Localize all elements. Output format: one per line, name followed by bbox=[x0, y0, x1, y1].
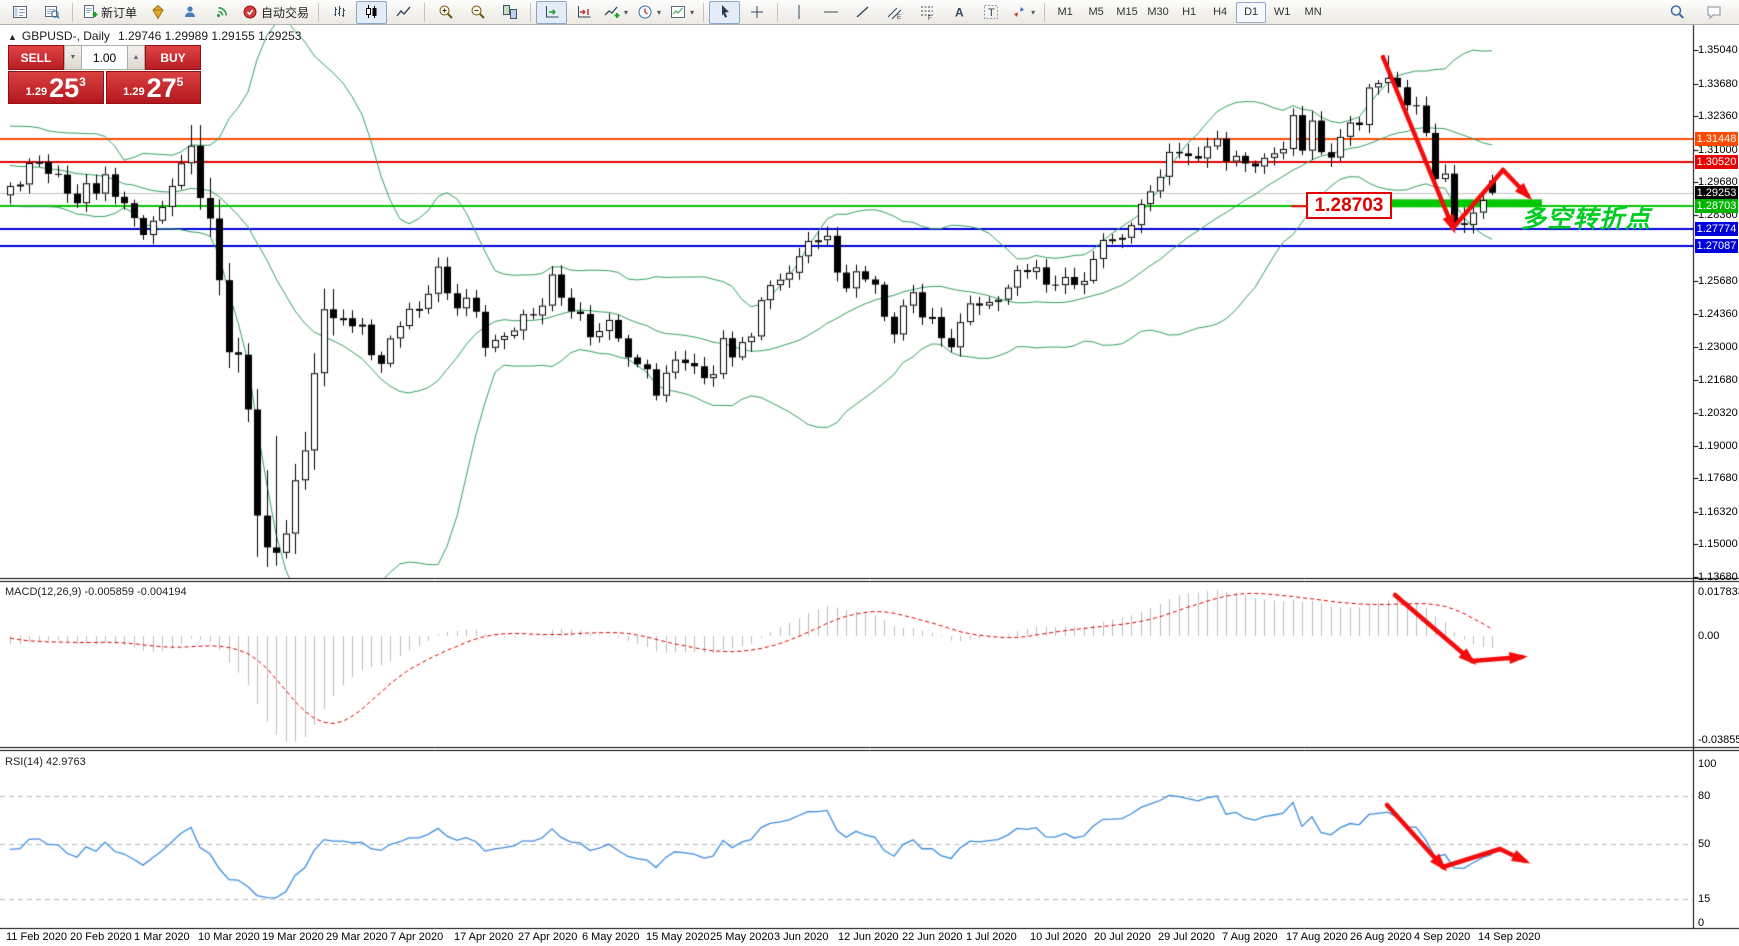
sell-price-prefix: 1.29 bbox=[25, 86, 48, 98]
macd-axis-max: 0.017833 bbox=[1698, 586, 1739, 598]
rsi-value: 42.9763 bbox=[45, 756, 86, 768]
macd-name: MACD(12,26,9) bbox=[5, 586, 82, 598]
price-tick: 1.20320 bbox=[1698, 407, 1738, 420]
price-tick: 1.17680 bbox=[1698, 472, 1738, 485]
symbol-ohlc-bar: ▲ GBPUSD-, Daily 1.29746 1.29989 1.29155 1… bbox=[8, 29, 301, 43]
date-label: 7 Aug 2020 bbox=[1222, 931, 1278, 943]
date-label: 10 Jul 2020 bbox=[1030, 931, 1087, 943]
price-badge: 1.31448 bbox=[1695, 131, 1738, 146]
date-label: 4 Sep 2020 bbox=[1414, 931, 1471, 943]
buy-price-prefix: 1.29 bbox=[123, 86, 145, 98]
rsi-name: RSI(14) bbox=[5, 756, 43, 768]
date-label: 19 Mar 2020 bbox=[262, 931, 324, 943]
price-tick: 1.16320 bbox=[1698, 505, 1738, 518]
ohlc-values: 1.29746 1.29989 1.29155 1.29253 bbox=[117, 29, 302, 43]
price-tick: 1.29680 bbox=[1698, 176, 1738, 189]
price-tick: 1.19000 bbox=[1698, 439, 1738, 452]
volume-increase-button[interactable]: ▲ bbox=[127, 45, 145, 70]
buy-price-button[interactable]: 1.29 27 5 bbox=[105, 71, 201, 104]
date-label: 29 Mar 2020 bbox=[326, 931, 388, 943]
macd-main-value: -0.005859 bbox=[84, 586, 135, 598]
date-label: 15 May 2020 bbox=[646, 931, 710, 943]
macd-signal-value: -0.004194 bbox=[137, 586, 187, 598]
price-tick: 1.32360 bbox=[1698, 110, 1738, 123]
sell-price-sup: 3 bbox=[79, 75, 86, 89]
rsi-indicator-label: RSI(14) 42.9763 bbox=[5, 756, 86, 768]
date-label: 11 Feb 2020 bbox=[6, 931, 67, 943]
symbol-title: GBPUSD-, Daily bbox=[21, 29, 110, 43]
price-badge: 1.28703 bbox=[1695, 199, 1738, 214]
date-label: 22 Jun 2020 bbox=[902, 931, 963, 943]
pivot-note-text[interactable]: 多空转折点 bbox=[1521, 205, 1652, 233]
date-label: 17 Apr 2020 bbox=[454, 931, 514, 943]
date-label: 10 Mar 2020 bbox=[198, 931, 260, 943]
volume-input[interactable] bbox=[82, 45, 127, 70]
rsi-axis-level: 0 bbox=[1698, 917, 1705, 929]
price-tick: 1.23000 bbox=[1698, 341, 1738, 354]
support-price-callout[interactable]: 1.28703 bbox=[1306, 192, 1392, 219]
macd-axis-zero: 0.00 bbox=[1698, 630, 1720, 643]
rsi-axis-level: 15 bbox=[1698, 893, 1711, 906]
price-tick: 1.33680 bbox=[1698, 77, 1738, 90]
rsi-axis-level: 50 bbox=[1698, 837, 1711, 850]
date-label: 25 May 2020 bbox=[710, 931, 774, 943]
price-tick: 1.21680 bbox=[1698, 373, 1738, 386]
date-label: 17 Aug 2020 bbox=[1286, 931, 1348, 943]
price-badge: 1.27087 bbox=[1695, 239, 1738, 254]
buy-price-big: 27 bbox=[146, 73, 177, 103]
buy-price-sup: 5 bbox=[176, 75, 184, 89]
date-label: 12 Jun 2020 bbox=[838, 931, 899, 943]
sell-button[interactable]: SELL bbox=[8, 45, 64, 70]
date-label: 1 Jul 2020 bbox=[966, 931, 1017, 943]
macd-indicator-label: MACD(12,26,9) -0.005859 -0.004194 bbox=[5, 586, 187, 598]
buy-button[interactable]: BUY bbox=[145, 45, 201, 70]
date-label: 26 Aug 2020 bbox=[1350, 931, 1412, 943]
date-label: 6 May 2020 bbox=[582, 931, 640, 943]
price-tick: 1.35040 bbox=[1698, 44, 1738, 56]
price-badge: 1.29253 bbox=[1695, 185, 1738, 200]
date-label: 29 Jul 2020 bbox=[1158, 931, 1215, 943]
rsi-axis-level: 80 bbox=[1698, 789, 1711, 802]
price-tick: 1.15000 bbox=[1698, 538, 1738, 551]
rsi-axis-level: 100 bbox=[1698, 758, 1717, 770]
price-tick: 1.25680 bbox=[1698, 274, 1738, 287]
price-tick: 1.13680 bbox=[1698, 571, 1738, 583]
price-tick: 1.24360 bbox=[1698, 307, 1738, 320]
date-label: 14 Sep 2020 bbox=[1478, 931, 1541, 943]
volume-decrease-button[interactable]: ▼ bbox=[64, 45, 82, 70]
date-label: 27 Apr 2020 bbox=[518, 931, 578, 943]
price-badge: 1.30520 bbox=[1695, 154, 1738, 169]
date-label: 20 Jul 2020 bbox=[1094, 931, 1151, 943]
price-tick: 1.31000 bbox=[1698, 143, 1738, 156]
one-click-trading-panel: SELL ▼ ▲ BUY 1.29 25 3 1.29 27 5 bbox=[8, 45, 201, 104]
date-label: 20 Feb 2020 bbox=[70, 931, 132, 943]
date-label: 7 Apr 2020 bbox=[390, 931, 444, 943]
date-label: 1 Mar 2020 bbox=[134, 931, 190, 943]
date-label: 3 Jun 2020 bbox=[774, 931, 829, 943]
macd-axis-min: -0.038559 bbox=[1698, 734, 1739, 746]
sell-price-big: 25 bbox=[49, 73, 80, 103]
sell-price-button[interactable]: 1.29 25 3 bbox=[8, 71, 104, 104]
price-badge: 1.27774 bbox=[1695, 222, 1738, 237]
collapse-panel-icon[interactable]: ▲ bbox=[8, 32, 17, 42]
